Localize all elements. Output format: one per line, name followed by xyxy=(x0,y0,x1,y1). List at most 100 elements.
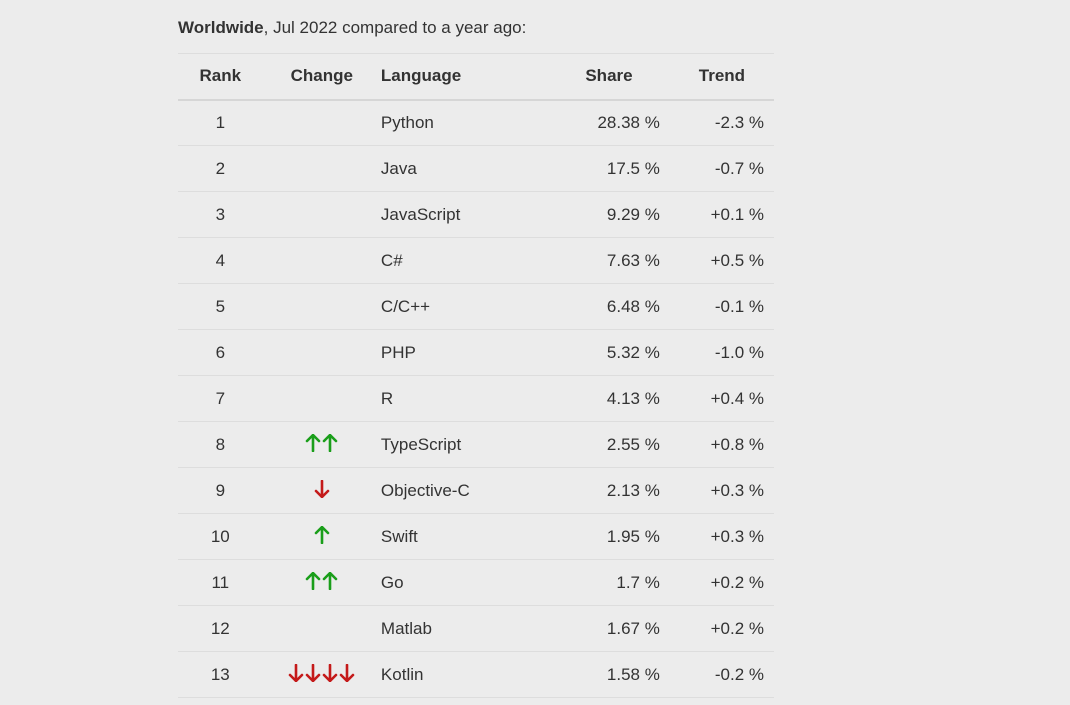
trend-cell: +0.1 % xyxy=(710,204,764,224)
trend-cell: -0.1 % xyxy=(714,296,764,316)
table-row: 9 Objective-C 2.13 % +0.3 % xyxy=(178,468,774,514)
change-cell xyxy=(263,330,381,376)
change-cell xyxy=(263,606,381,652)
language-cell: Python xyxy=(380,112,434,132)
rank-cell: 2 xyxy=(215,158,226,178)
language-cell: TypeScript xyxy=(380,434,462,454)
rank-cell: 3 xyxy=(215,204,226,224)
rank-cell: 9 xyxy=(215,480,226,500)
arrow-down-icon xyxy=(288,663,304,682)
arrow-down-icon xyxy=(339,663,355,682)
column-header-share[interactable]: Share xyxy=(585,66,633,86)
change-cell xyxy=(263,422,381,468)
change-arrows xyxy=(305,571,338,591)
share-cell: 6.48 % xyxy=(606,296,660,316)
change-cell xyxy=(263,192,381,238)
table-row: 7 R 4.13 % +0.4 % xyxy=(178,376,774,422)
column-header-change[interactable]: Change xyxy=(290,66,353,86)
change-cell xyxy=(263,652,381,698)
table-row: 13 Kotlin 1.58 % -0.2 % xyxy=(178,652,774,698)
header-row: Rank Change Language Share Trend xyxy=(178,53,774,100)
language-ranking-table: Rank Change Language Share Trend 1 Python… xyxy=(178,53,774,698)
change-cell xyxy=(263,146,381,192)
language-cell: C# xyxy=(380,250,403,270)
arrow-up-icon xyxy=(305,571,321,590)
rank-cell: 13 xyxy=(210,664,230,684)
table-row: 6 PHP 5.32 % -1.0 % xyxy=(178,330,774,376)
table-row: 5 C/C++ 6.48 % -0.1 % xyxy=(178,284,774,330)
rank-cell: 12 xyxy=(210,618,230,638)
trend-cell: +0.5 % xyxy=(710,250,764,270)
trend-cell: -2.3 % xyxy=(714,112,764,132)
language-cell: Go xyxy=(380,572,404,592)
change-arrows xyxy=(314,525,330,545)
language-cell: Matlab xyxy=(380,618,432,638)
column-header-trend[interactable]: Trend xyxy=(698,66,746,86)
trend-cell: -0.7 % xyxy=(714,158,764,178)
arrow-up-icon xyxy=(322,571,338,590)
arrow-up-icon xyxy=(314,525,330,544)
change-arrows xyxy=(305,433,338,453)
language-cell: Java xyxy=(380,158,417,178)
rank-cell: 8 xyxy=(215,434,226,454)
change-cell xyxy=(263,514,381,560)
arrow-down-icon xyxy=(314,479,330,498)
arrow-up-icon xyxy=(322,433,338,452)
trend-cell: +0.4 % xyxy=(710,388,764,408)
arrow-down-icon xyxy=(305,663,321,682)
change-cell xyxy=(263,468,381,514)
trend-cell: +0.3 % xyxy=(710,526,764,546)
column-header-language[interactable]: Language xyxy=(380,66,462,86)
table-row: 11 Go 1.7 % +0.2 % xyxy=(178,560,774,606)
change-cell xyxy=(263,284,381,330)
table-row: 1 Python 28.38 % -2.3 % xyxy=(178,100,774,146)
rank-cell: 1 xyxy=(215,112,226,132)
table-row: 12 Matlab 1.67 % +0.2 % xyxy=(178,606,774,652)
share-cell: 7.63 % xyxy=(606,250,660,270)
share-cell: 1.58 % xyxy=(606,664,660,684)
rank-cell: 6 xyxy=(215,342,226,362)
language-cell: Kotlin xyxy=(380,664,424,684)
language-cell: Swift xyxy=(380,526,418,546)
share-cell: 2.55 % xyxy=(606,434,660,454)
share-cell: 4.13 % xyxy=(606,388,660,408)
rank-cell: 4 xyxy=(215,250,226,270)
change-cell xyxy=(263,560,381,606)
ranking-headline: Worldwide, Jul 2022 compared to a year a… xyxy=(178,17,526,39)
rank-cell: 10 xyxy=(210,526,230,546)
language-cell: PHP xyxy=(380,342,416,362)
headline-region: Worldwide xyxy=(178,18,264,37)
change-arrows xyxy=(288,663,355,683)
column-header-rank[interactable]: Rank xyxy=(199,66,242,86)
trend-cell: +0.8 % xyxy=(710,434,764,454)
trend-cell: +0.2 % xyxy=(710,572,764,592)
language-cell: JavaScript xyxy=(380,204,461,224)
table-header: Rank Change Language Share Trend xyxy=(178,53,774,100)
change-cell xyxy=(263,100,381,146)
trend-cell: +0.2 % xyxy=(710,618,764,638)
arrow-up-icon xyxy=(305,433,321,452)
trend-cell: -1.0 % xyxy=(714,342,764,362)
table-body: 1 Python 28.38 % -2.3 % 2 Java 17.5 % -0.7 % 3 Ja… xyxy=(178,100,774,698)
arrow-down-icon xyxy=(322,663,338,682)
share-cell: 5.32 % xyxy=(606,342,660,362)
change-cell xyxy=(263,376,381,422)
share-cell: 1.67 % xyxy=(606,618,660,638)
share-cell: 1.95 % xyxy=(606,526,660,546)
share-cell: 2.13 % xyxy=(606,480,660,500)
share-cell: 17.5 % xyxy=(606,158,660,178)
share-cell: 1.7 % xyxy=(616,572,660,592)
language-cell: R xyxy=(380,388,394,408)
table-row: 2 Java 17.5 % -0.7 % xyxy=(178,146,774,192)
trend-cell: +0.3 % xyxy=(710,480,764,500)
change-arrows xyxy=(314,479,330,499)
language-cell: C/C++ xyxy=(380,296,431,316)
table-row: 4 C# 7.63 % +0.5 % xyxy=(178,238,774,284)
share-cell: 9.29 % xyxy=(606,204,660,224)
rank-cell: 7 xyxy=(215,388,226,408)
share-cell: 28.38 % xyxy=(597,112,660,132)
rank-cell: 11 xyxy=(211,572,230,592)
table-row: 3 JavaScript 9.29 % +0.1 % xyxy=(178,192,774,238)
language-cell: Objective-C xyxy=(380,480,470,500)
